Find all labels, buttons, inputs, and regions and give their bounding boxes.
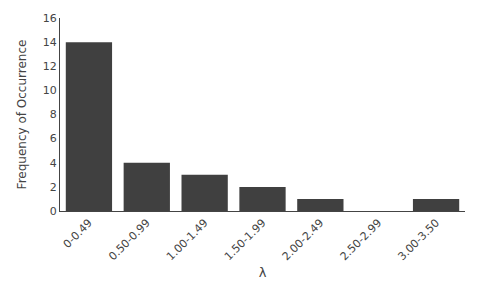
svg-text:1.00-1.49: 1.00-1.49 (164, 217, 211, 264)
svg-text:1.50-1.99: 1.50-1.99 (222, 217, 269, 264)
svg-text:0: 0 (50, 205, 57, 218)
svg-text:0.50-0.99: 0.50-0.99 (106, 217, 153, 264)
svg-text:10: 10 (43, 84, 57, 97)
svg-text:0-0.49: 0-0.49 (61, 217, 95, 251)
svg-text:8: 8 (50, 108, 57, 121)
svg-text:14: 14 (43, 36, 57, 49)
svg-text:2: 2 (50, 181, 57, 194)
svg-text:2.50-2.99: 2.50-2.99 (338, 217, 385, 264)
svg-text:4: 4 (50, 157, 57, 170)
svg-text:16: 16 (43, 12, 57, 25)
svg-text:λ: λ (259, 265, 267, 280)
svg-text:Frequency of Occurrence: Frequency of Occurrence (15, 40, 29, 190)
svg-text:3.00-3.50: 3.00-3.50 (395, 217, 442, 264)
svg-text:12: 12 (43, 60, 57, 73)
svg-text:6: 6 (50, 132, 57, 145)
svg-text:2.00-2.49: 2.00-2.49 (280, 217, 327, 264)
